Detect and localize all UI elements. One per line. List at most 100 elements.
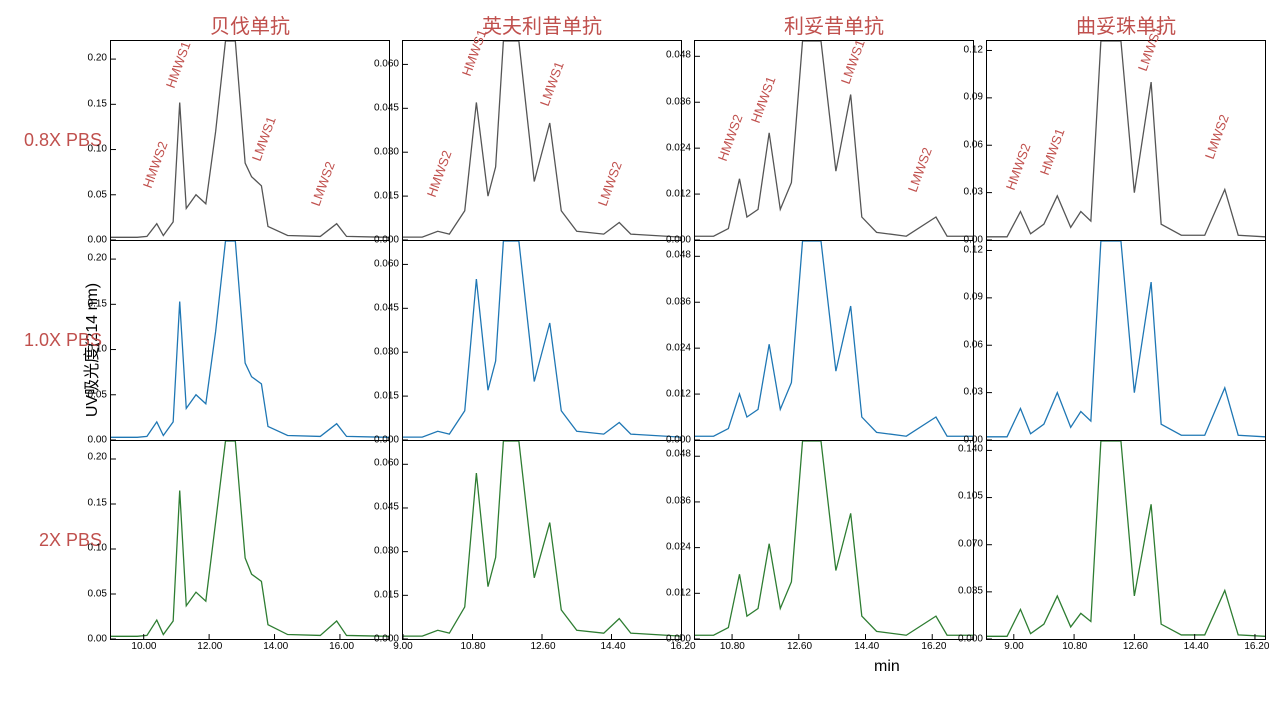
x-tick-label: 10.80	[1062, 639, 1087, 652]
chromatogram-line	[987, 441, 1265, 636]
x-tick-label: 16.20	[921, 639, 946, 652]
y-tick-label: 0.060	[374, 58, 403, 69]
y-tick-label: 0.15	[88, 98, 111, 109]
x-tick-label: 12.60	[1123, 639, 1148, 652]
y-tick-label: 0.060	[374, 457, 403, 468]
y-tick-label: 0.036	[666, 96, 695, 107]
chromatogram-line	[403, 441, 681, 636]
y-tick-label: 0.12	[964, 44, 987, 55]
x-tick-label: 12.00	[197, 639, 222, 652]
y-tick-label: 0.000	[666, 435, 695, 446]
chart-panel: 0.000.030.060.090.12HMWS2HMWS1LMWS1LMWS2	[986, 40, 1266, 240]
chromatogram-line	[987, 241, 1265, 437]
y-tick-label: 0.000	[374, 435, 403, 446]
column-title: 贝伐单抗	[110, 10, 390, 39]
x-tick-label: 14.40	[600, 639, 625, 652]
x-tick-label: 16.20	[1244, 639, 1269, 652]
chart-panel: 0.0000.0350.0700.1050.1409.0010.8012.601…	[986, 440, 1266, 640]
y-tick-label: 0.15	[88, 497, 111, 508]
chromatogram-line	[111, 441, 389, 636]
chart-panel: 0.000.050.100.150.20HMWS2HMWS1LMWS1LMWS2	[110, 40, 390, 240]
y-tick-label: 0.012	[666, 587, 695, 598]
chart-panel: 0.0000.0150.0300.0450.060	[402, 240, 682, 440]
y-tick-label: 0.045	[374, 102, 403, 113]
y-tick-label: 0.012	[666, 188, 695, 199]
y-tick-label: 0.024	[666, 142, 695, 153]
y-tick-label: 0.070	[958, 538, 987, 549]
y-tick-label: 0.20	[88, 53, 111, 64]
x-tick-label: 10.80	[720, 639, 745, 652]
y-tick-label: 0.060	[374, 258, 403, 269]
y-tick-label: 0.024	[666, 342, 695, 353]
y-tick-label: 0.000	[666, 634, 695, 645]
y-tick-label: 0.06	[964, 339, 987, 350]
chart-panel: 0.0000.0150.0300.0450.0609.0010.8012.601…	[402, 440, 682, 640]
y-tick-label: 0.00	[88, 235, 111, 246]
chart-panel: 0.0000.0120.0240.0360.04810.8012.6014.40…	[694, 440, 974, 640]
y-tick-label: 0.036	[666, 495, 695, 506]
x-tick-label: 12.60	[530, 639, 555, 652]
x-tick-label: 12.60	[787, 639, 812, 652]
chart-panel: 0.000.050.100.150.2010.0012.0014.0016.00	[110, 440, 390, 640]
chart-panel: 0.0000.0150.0300.0450.060HMWS2HMWS1LMWS1…	[402, 40, 682, 240]
chromatogram-line	[403, 241, 681, 437]
y-tick-label: 0.015	[374, 190, 403, 201]
y-tick-label: 0.045	[374, 501, 403, 512]
y-tick-label: 0.048	[666, 250, 695, 261]
y-tick-label: 0.030	[374, 545, 403, 556]
y-tick-label: 0.20	[88, 253, 111, 264]
y-tick-label: 0.045	[374, 302, 403, 313]
y-tick-label: 0.12	[964, 244, 987, 255]
y-tick-label: 0.03	[964, 387, 987, 398]
y-tick-label: 0.03	[964, 187, 987, 198]
y-tick-label: 0.05	[88, 588, 111, 599]
y-tick-label: 0.10	[88, 144, 111, 155]
column-title: 利妥昔单抗	[694, 10, 974, 39]
y-tick-label: 0.000	[958, 634, 987, 645]
x-tick-label: 9.00	[1004, 639, 1023, 652]
y-tick-label: 0.00	[88, 634, 111, 645]
x-tick-label: 14.40	[1184, 639, 1209, 652]
chart-panel: 0.0000.0120.0240.0360.048HMWS2HMWS1LMWS1…	[694, 40, 974, 240]
y-tick-label: 0.030	[374, 346, 403, 357]
y-tick-label: 0.10	[88, 344, 111, 355]
y-tick-label: 0.015	[374, 589, 403, 600]
chromatogram-line	[111, 241, 389, 437]
x-axis-label: min	[874, 658, 900, 698]
x-tick-label: 10.00	[131, 639, 156, 652]
y-tick-label: 0.048	[666, 449, 695, 460]
y-tick-label: 0.20	[88, 452, 111, 463]
chromatogram-line	[695, 441, 973, 635]
y-tick-label: 0.015	[374, 390, 403, 401]
chart-panel: 0.0000.0120.0240.0360.048	[694, 240, 974, 440]
x-tick-label: 9.00	[393, 639, 412, 652]
chart-panel: 0.000.030.060.090.12	[986, 240, 1266, 440]
x-tick-label: 10.80	[460, 639, 485, 652]
y-tick-label: 0.09	[964, 292, 987, 303]
x-tick-label: 14.40	[854, 639, 879, 652]
y-tick-label: 0.00	[88, 435, 111, 446]
y-tick-label: 0.024	[666, 541, 695, 552]
y-tick-label: 0.05	[88, 189, 111, 200]
chromatogram-line	[695, 241, 973, 436]
y-tick-label: 0.06	[964, 139, 987, 150]
x-tick-label: 14.00	[263, 639, 288, 652]
y-tick-label: 0.15	[88, 298, 111, 309]
y-tick-label: 0.048	[666, 50, 695, 61]
y-tick-label: 0.035	[958, 586, 987, 597]
y-tick-label: 0.10	[88, 543, 111, 554]
y-tick-label: 0.105	[958, 491, 987, 502]
y-tick-label: 0.000	[374, 235, 403, 246]
chromatogram-line	[403, 41, 681, 237]
y-tick-label: 0.140	[958, 443, 987, 454]
x-tick-label: 16.00	[329, 639, 354, 652]
y-tick-label: 0.030	[374, 146, 403, 157]
chart-panel: 0.000.050.100.150.20	[110, 240, 390, 440]
y-tick-label: 0.000	[666, 235, 695, 246]
chromatogram-line	[111, 41, 389, 237]
y-tick-label: 0.09	[964, 92, 987, 103]
y-tick-label: 0.012	[666, 388, 695, 399]
column-title: 曲妥珠单抗	[986, 10, 1266, 39]
chart-grid: 贝伐单抗英夫利昔单抗利妥昔单抗曲妥珠单抗0.8X PBS1.0X PBS2X P…	[110, 10, 1270, 700]
y-tick-label: 0.036	[666, 296, 695, 307]
